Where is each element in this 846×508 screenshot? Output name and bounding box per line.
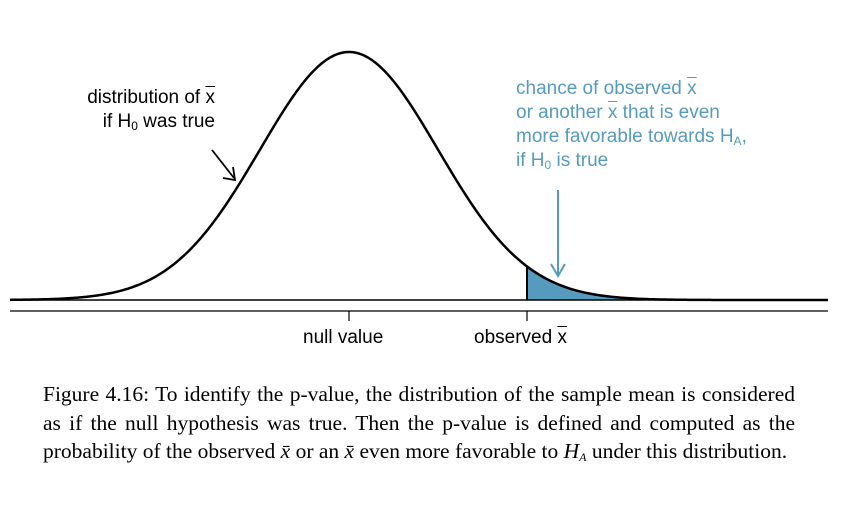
normal-curve	[9, 50, 828, 302]
p-value-annotation: chance of observed x or another x that i…	[516, 77, 747, 173]
xbar-math: x̄	[344, 439, 355, 463]
distribution-annotation: distribution of x if H0 was true	[87, 86, 215, 134]
null-distribution-figure	[9, 50, 828, 321]
xbar-symbol: x	[557, 327, 567, 348]
figure-caption: Figure 4.16: To identify the p-value, th…	[43, 382, 795, 464]
xbar-math: x̄	[280, 439, 291, 463]
observed-xbar-label: observed x	[474, 327, 567, 348]
distribution-annotation-line1: distribution of x	[87, 87, 216, 108]
xbar-symbol: x	[205, 87, 216, 108]
p-value-annotation-line1: chance of observed x	[516, 78, 697, 99]
right-arrow	[550, 190, 566, 278]
xbar-symbol: x	[687, 78, 697, 99]
xbar-symbol: x	[607, 102, 618, 123]
p-value-annotation-line3: more favorable towards HA,	[516, 126, 747, 148]
distribution-annotation-line2: if H0 was true	[102, 111, 215, 133]
p-value-shaded-tail	[527, 266, 828, 300]
null-value-label: null value	[303, 327, 384, 348]
p-value-annotation-line2: or another x that is even	[516, 102, 720, 123]
ha-math: HA	[563, 439, 587, 464]
left-arrow	[211, 149, 237, 182]
p-value-annotation-line4: if H0 is true	[516, 150, 609, 172]
